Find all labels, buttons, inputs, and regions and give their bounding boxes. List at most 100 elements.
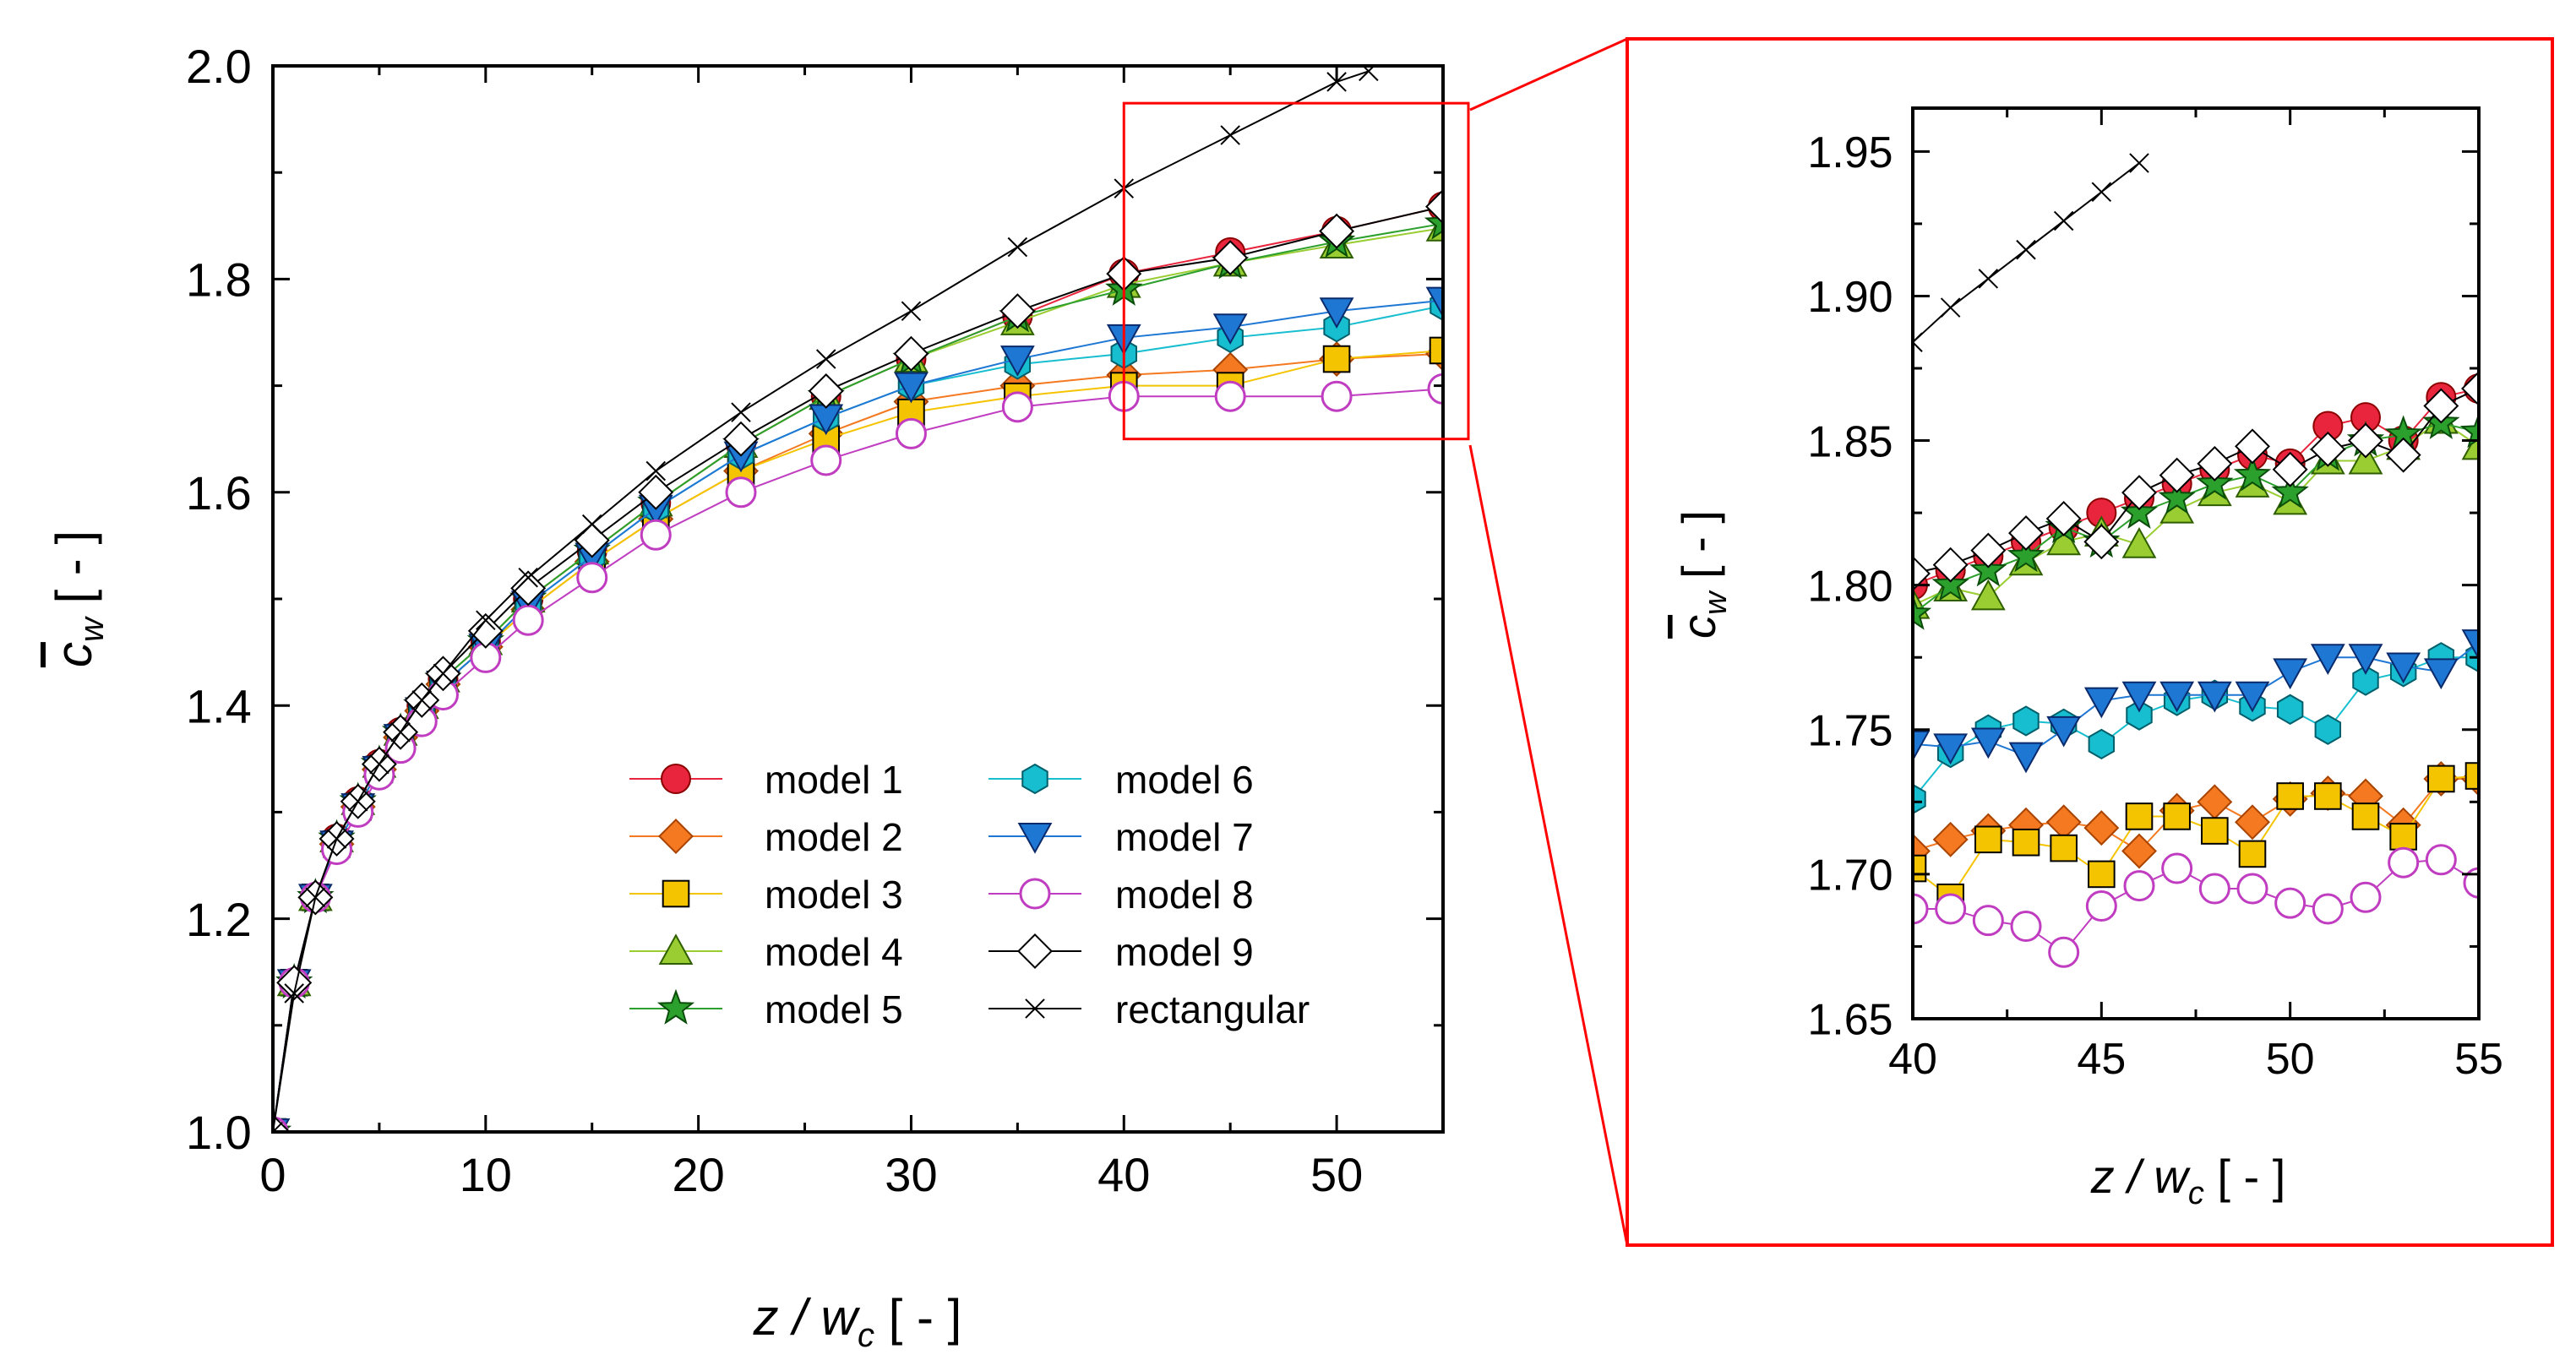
inset-line-model-1 xyxy=(1913,387,2479,586)
inset-point-model-3 xyxy=(2238,840,2267,868)
main-point-model-9 xyxy=(1425,188,1443,225)
inset-point-model-3 xyxy=(2389,823,2417,851)
main-point-rectangular xyxy=(645,460,667,481)
inset-y-tick-label: 1.75 xyxy=(1807,706,1893,755)
inset-point-model-6 xyxy=(2088,728,2116,760)
main-point-rectangular xyxy=(347,792,368,812)
main-point-model-9 xyxy=(1212,240,1249,276)
main-y-axis-label: cw [ - ] xyxy=(46,530,111,667)
main-point-model-8 xyxy=(640,519,672,551)
main-x-axis-label: z / wc [ - ] xyxy=(753,1289,962,1354)
inset-y-tick-label: 1.65 xyxy=(1807,996,1893,1045)
inset-point-rectangular xyxy=(2053,210,2074,231)
main-point-rectangular xyxy=(518,568,538,588)
legend-marker-model-3 xyxy=(662,879,690,908)
inset-point-model-8 xyxy=(2274,887,2306,919)
inset-outer-frame xyxy=(1626,37,2554,1247)
main-point-model-8 xyxy=(1321,380,1353,412)
inset-point-rectangular xyxy=(1978,269,1999,289)
inset-point-model-8 xyxy=(2123,870,2155,902)
inset-point-model-9 xyxy=(2008,515,2044,552)
inset-point-model-7 xyxy=(2423,658,2459,690)
legend-marker-rectangular xyxy=(1025,998,1045,1019)
legend-item-model-2: model 2 xyxy=(629,815,903,859)
inset-x-tick-label: 55 xyxy=(2454,1035,2503,1084)
inset-line-model-3 xyxy=(1913,775,2479,899)
inset-line-model-9 xyxy=(1913,388,2479,574)
main-point-model-7 xyxy=(894,372,929,404)
main-point-model-8 xyxy=(895,417,927,449)
inset-point-model-6 xyxy=(2314,714,2342,745)
inset-point-model-7 xyxy=(2235,681,2270,713)
inset-point-model-3 xyxy=(2201,817,2229,845)
inset-series-model-3 xyxy=(1913,762,2479,911)
main-tick-labels: 0 10 20 30 40 50 1.0 1.2 1.4 1.6 1.8 2.0 xyxy=(186,40,1363,1201)
inset-line-model-8 xyxy=(1913,858,2479,954)
inset-point-model-9 xyxy=(2121,475,2157,511)
main-point-model-7 xyxy=(1425,286,1443,318)
main-y-tick-label: 1.6 xyxy=(186,466,252,520)
inset-point-rectangular xyxy=(1913,332,1923,352)
legend-label: model 7 xyxy=(1115,815,1254,859)
inset-point-model-7 xyxy=(1970,727,2006,759)
inset-x-tick-label: 40 xyxy=(1888,1035,1937,1084)
inset-point-model-3 xyxy=(2427,764,2455,793)
inset-point-model-9 xyxy=(2235,428,2270,465)
inset-point-model-5 xyxy=(2196,464,2234,500)
inset-point-model-7 xyxy=(2083,687,2119,719)
inset-point-model-4 xyxy=(2121,526,2157,558)
zoom-connector-top xyxy=(1469,37,1628,112)
legend-item-rectangular: rectangular xyxy=(988,987,1310,1031)
inset-point-model-8 xyxy=(2425,844,2457,876)
inset-point-model-3 xyxy=(2125,802,2154,830)
inset-point-model-3 xyxy=(2050,834,2078,862)
inset-point-model-6 xyxy=(2126,699,2153,731)
inset-point-model-8 xyxy=(2010,910,2042,942)
main-point-rectangular xyxy=(411,690,433,710)
legend-label: model 4 xyxy=(765,930,903,974)
inset-point-model-9 xyxy=(2083,524,2120,560)
inset-point-model-8 xyxy=(1972,905,2004,937)
inset-point-model-3 xyxy=(2163,802,2191,830)
legend-label: model 3 xyxy=(765,873,903,917)
main-point-rectangular xyxy=(1007,237,1028,258)
inset-point-model-3 xyxy=(2276,782,2304,810)
inset-series-model-9 xyxy=(1913,370,2479,591)
legend-marker-model-8 xyxy=(1019,878,1051,910)
inset-point-model-5 xyxy=(1931,565,1969,601)
legend-item-model-8: model 8 xyxy=(988,873,1254,917)
main-point-model-3 xyxy=(1322,345,1351,373)
inset-point-model-7 xyxy=(2310,644,2345,675)
main-point-model-8 xyxy=(512,604,544,636)
inset-point-model-7 xyxy=(2461,629,2479,661)
main-chart: 0 10 20 30 40 50 1.0 1.2 1.4 1.6 1.8 2.0 z / wc [ -… xyxy=(46,40,1470,1354)
inset-point-model-2 xyxy=(2235,804,2270,840)
legend-label: model 6 xyxy=(1115,758,1254,802)
inset-point-model-9 xyxy=(1970,532,2007,568)
legend-item-model-6: model 6 xyxy=(988,758,1254,802)
inset-point-model-9 xyxy=(2197,445,2233,481)
legend-label: rectangular xyxy=(1115,987,1310,1031)
inset-y-tick-label: 1.80 xyxy=(1807,562,1893,611)
inset-point-model-9 xyxy=(2159,457,2195,493)
legend-marker-model-1 xyxy=(661,764,691,794)
main-series-rectangular xyxy=(273,66,1379,1132)
inset-point-rectangular xyxy=(2091,182,2112,203)
main-point-model-8 xyxy=(810,444,842,476)
inset-point-model-6 xyxy=(1913,783,1926,815)
inset-y-axis-label: cw [ - ] xyxy=(1672,510,1734,639)
inset-point-model-5 xyxy=(2007,536,2045,573)
inset-point-rectangular xyxy=(2016,239,2036,260)
main-point-model-9 xyxy=(1319,213,1355,249)
legend-label: model 1 xyxy=(765,758,903,802)
main-point-rectangular xyxy=(476,610,496,630)
inset-point-model-7 xyxy=(2197,681,2232,713)
main-point-model-8 xyxy=(1214,380,1246,412)
inset-x-tick-label: 45 xyxy=(2077,1035,2126,1084)
legend-marker-model-6 xyxy=(1021,763,1048,795)
inset-point-model-2 xyxy=(2121,833,2157,869)
inset-line-model-7 xyxy=(1913,642,2479,757)
legend: model 1 model 2 model 3 model 4 model 5 model… xyxy=(629,758,1310,1031)
inset-point-model-2 xyxy=(2083,810,2120,846)
main-point-rectangular xyxy=(390,721,411,743)
